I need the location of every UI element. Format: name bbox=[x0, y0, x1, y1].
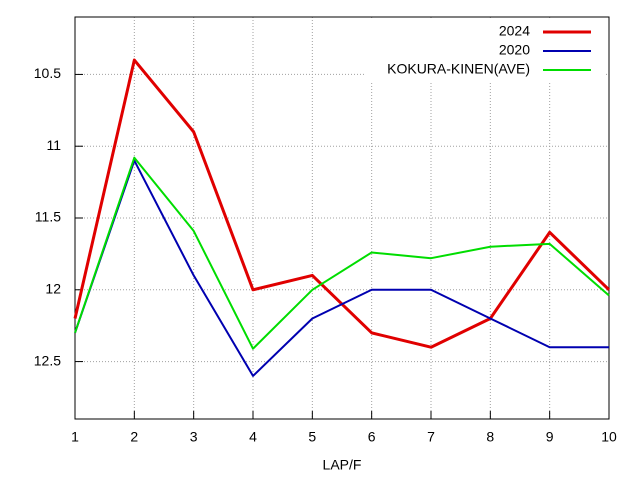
x-tick-label: 6 bbox=[368, 429, 376, 445]
x-tick-label: 2 bbox=[130, 429, 138, 445]
x-tick-label: 7 bbox=[427, 429, 435, 445]
series-line bbox=[74, 156, 610, 350]
x-tick-label: 10 bbox=[601, 429, 617, 445]
x-tick-label: 3 bbox=[190, 429, 198, 445]
legend-label: 2020 bbox=[499, 42, 530, 58]
x-tick-label: 1 bbox=[71, 429, 79, 445]
y-tick-label: 11 bbox=[46, 137, 61, 153]
x-tick-label: 4 bbox=[249, 429, 257, 445]
x-tick-label: 8 bbox=[486, 429, 494, 445]
y-tick-label: 11.5 bbox=[35, 209, 61, 225]
y-tick-label: 10.5 bbox=[34, 65, 61, 81]
series-line bbox=[74, 159, 609, 377]
plot-border bbox=[74, 16, 610, 420]
x-axis-label: LAP/F bbox=[323, 457, 362, 473]
y-tick-label: 12 bbox=[45, 280, 61, 296]
legend-label: KOKURA-KINEN(AVE) bbox=[387, 61, 530, 77]
legend-label: 2024 bbox=[499, 23, 530, 39]
x-tick-label: 5 bbox=[308, 429, 316, 445]
y-tick-label: 12.5 bbox=[34, 352, 61, 368]
x-tick-label: 9 bbox=[546, 429, 554, 445]
